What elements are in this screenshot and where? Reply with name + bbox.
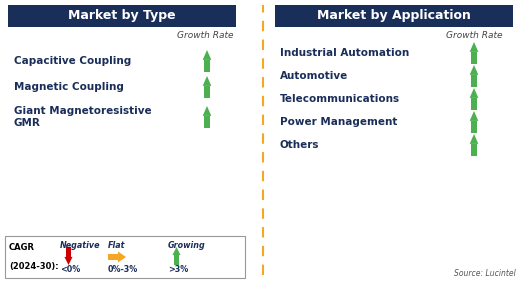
Polygon shape — [174, 255, 179, 265]
Polygon shape — [469, 65, 478, 75]
Text: Source: Lucintel: Source: Lucintel — [454, 269, 516, 278]
Polygon shape — [472, 52, 477, 64]
Text: Market by Type: Market by Type — [68, 10, 176, 23]
Polygon shape — [65, 257, 72, 265]
Text: >3%: >3% — [168, 265, 188, 274]
Text: Others: Others — [280, 140, 319, 150]
Text: Capacitive Coupling: Capacitive Coupling — [14, 56, 131, 66]
Polygon shape — [204, 86, 209, 98]
Polygon shape — [469, 42, 478, 52]
Text: <0%: <0% — [60, 265, 80, 274]
Polygon shape — [108, 254, 118, 260]
Text: Market by Application: Market by Application — [317, 10, 471, 23]
Polygon shape — [469, 111, 478, 121]
Polygon shape — [118, 251, 126, 263]
Polygon shape — [469, 88, 478, 98]
Text: Giant Magnetoresistive
GMR: Giant Magnetoresistive GMR — [14, 106, 152, 128]
Text: Growth Rate: Growth Rate — [177, 31, 233, 40]
Polygon shape — [172, 247, 181, 255]
Text: Growth Rate: Growth Rate — [446, 31, 502, 40]
Text: Negative: Negative — [60, 241, 101, 250]
Polygon shape — [204, 116, 209, 128]
Polygon shape — [66, 247, 71, 257]
Polygon shape — [472, 98, 477, 110]
Polygon shape — [204, 60, 209, 72]
Polygon shape — [472, 121, 477, 133]
Polygon shape — [469, 134, 478, 144]
Text: (2024-30):: (2024-30): — [9, 262, 59, 271]
Polygon shape — [203, 76, 212, 86]
Text: Flat: Flat — [108, 241, 126, 250]
Polygon shape — [203, 106, 212, 116]
Text: Growing: Growing — [168, 241, 206, 250]
FancyBboxPatch shape — [275, 5, 513, 27]
Text: Power Management: Power Management — [280, 117, 398, 127]
Text: Magnetic Coupling: Magnetic Coupling — [14, 82, 124, 92]
Text: Telecommunications: Telecommunications — [280, 94, 400, 104]
Text: Industrial Automation: Industrial Automation — [280, 48, 410, 58]
Text: CAGR: CAGR — [9, 243, 35, 252]
FancyBboxPatch shape — [8, 5, 236, 27]
FancyBboxPatch shape — [5, 236, 245, 278]
Polygon shape — [472, 144, 477, 156]
Polygon shape — [472, 75, 477, 87]
Polygon shape — [203, 50, 212, 60]
Text: 0%-3%: 0%-3% — [108, 265, 138, 274]
Text: Automotive: Automotive — [280, 71, 348, 81]
